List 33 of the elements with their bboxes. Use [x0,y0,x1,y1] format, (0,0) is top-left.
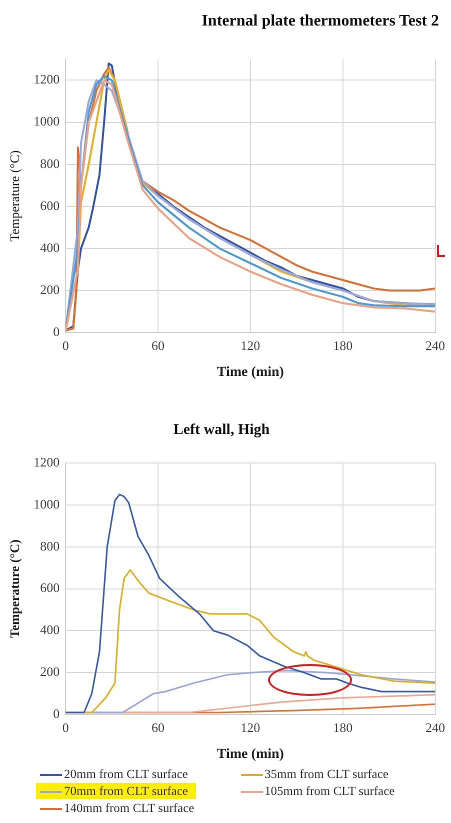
legend-label: 105mm from CLT surface [264,784,395,799]
y-tick-label: 600 [40,580,60,596]
x-tick-label: 240 [426,720,445,735]
y-tick-label: 600 [40,198,60,213]
y-tick-label: 0 [53,324,60,340]
x-tick-label: 240 [426,338,445,353]
legend-label: 20mm from CLT surface [64,767,188,782]
legend-label: 70mm from CLT surface [64,784,188,799]
x-tick-label: 180 [333,720,353,735]
y-tick-label: 1200 [34,72,60,87]
x-tick-label: 120 [240,338,260,353]
y-axis-title: Temperature (°C) [7,150,22,242]
y-tick-label: 200 [40,282,60,297]
y-tick-label: 800 [40,538,60,554]
chart-title: Internal plate thermometers Test 2 [202,12,439,30]
y-tick-label: 1000 [34,496,60,512]
y-tick-label: 400 [40,622,60,638]
y-tick-label: 1200 [34,454,60,470]
y-tick-label: 1000 [34,114,60,129]
y-axis-title: Temperature (°C) [7,539,22,638]
x-tick-label: 60 [152,338,165,353]
legend-label: 35mm from CLT surface [264,767,388,782]
x-axis-title: Time (min) [216,365,284,380]
x-tick-label: 180 [333,338,353,353]
x-axis-title: Time (min) [216,747,284,762]
y-tick-label: 800 [40,156,60,171]
chart-title: Left wall, High [173,422,270,438]
legend-label: 140mm from CLT surface [64,801,194,816]
y-tick-label: 400 [40,240,60,255]
y-tick-label: 0 [53,706,60,722]
y-tick-label: 200 [40,664,60,680]
x-tick-label: 120 [240,720,260,735]
x-tick-label: 60 [152,720,165,735]
